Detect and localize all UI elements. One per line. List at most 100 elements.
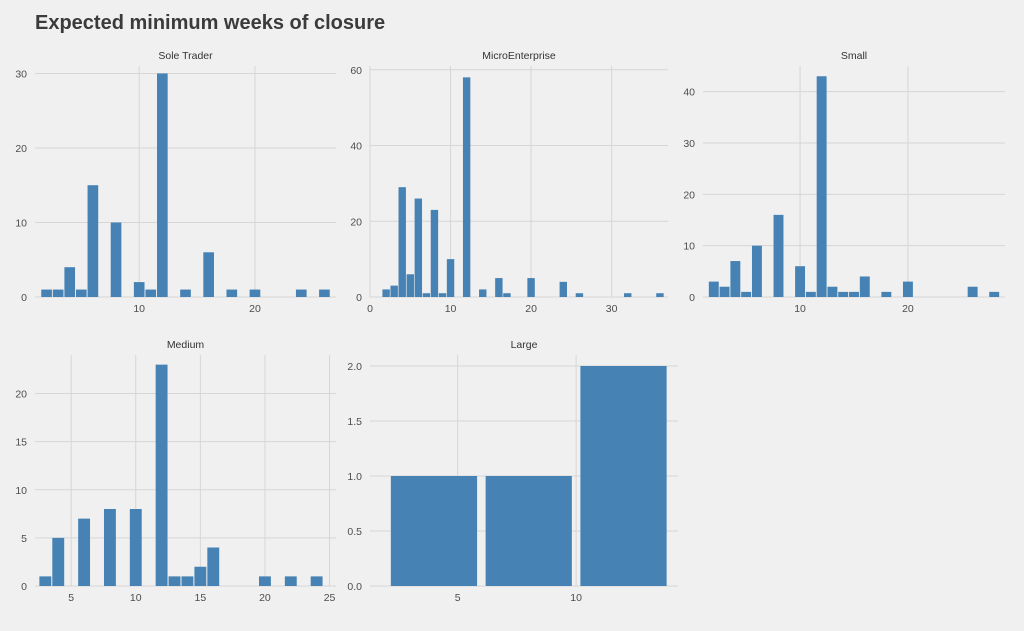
- bar: [75, 289, 87, 297]
- bar: [575, 293, 584, 297]
- bar: [989, 291, 1000, 297]
- x-tick-label: 20: [525, 303, 537, 315]
- bar: [155, 364, 168, 586]
- y-tick-label: 20: [15, 389, 27, 401]
- y-tick-label: 0.5: [347, 526, 362, 538]
- bar: [751, 245, 762, 297]
- y-tick-label: 40: [350, 141, 362, 153]
- y-tick-label: 10: [683, 241, 695, 253]
- y-tick-label: 2.0: [347, 361, 362, 373]
- y-tick-label: 10: [15, 217, 27, 229]
- bar: [838, 291, 849, 297]
- bar: [495, 278, 503, 297]
- y-tick-label: 10: [15, 485, 27, 497]
- x-tick-label: 20: [249, 303, 261, 315]
- bar: [207, 547, 220, 586]
- bar: [430, 209, 439, 297]
- bar: [795, 266, 806, 297]
- bar: [859, 276, 870, 297]
- bar: [414, 198, 423, 297]
- y-tick-label: 40: [683, 87, 695, 99]
- bar: [816, 76, 827, 298]
- bar: [129, 509, 142, 586]
- y-tick-label: 1.0: [347, 471, 362, 483]
- bar: [849, 291, 859, 297]
- facet-sole-trader: 0 10 20 30 10 20 Sole Trader: [15, 50, 336, 315]
- bar: [110, 222, 122, 297]
- bar: [656, 293, 664, 297]
- y-tick-label: 1.5: [347, 416, 362, 428]
- y-tick-label: 30: [683, 138, 695, 150]
- bar: [503, 293, 511, 297]
- bar: [773, 214, 784, 297]
- bar: [719, 286, 730, 297]
- bar: [78, 518, 91, 586]
- bar: [295, 289, 307, 297]
- bar: [168, 576, 181, 586]
- x-tick-label: 0: [367, 303, 373, 315]
- bar: [133, 282, 145, 297]
- bar: [249, 289, 261, 297]
- x-tick-label: 30: [606, 303, 618, 315]
- bar: [390, 285, 398, 297]
- bar: [881, 291, 892, 297]
- y-tick-label: 0: [689, 292, 695, 304]
- x-tick-label: 20: [259, 592, 271, 604]
- y-tick-label: 0.0: [347, 581, 362, 593]
- bar: [157, 73, 168, 297]
- bar: [382, 289, 390, 297]
- y-tick-label: 15: [15, 437, 27, 449]
- facet-microenterprise: 0 20 40 60 0 10 20 30 MicroEnterprise: [350, 50, 668, 315]
- x-tick-label: 10: [570, 592, 582, 604]
- bar: [181, 576, 194, 586]
- bar: [527, 278, 535, 297]
- facet-label: Medium: [167, 339, 205, 351]
- facet-label: MicroEnterprise: [482, 50, 556, 62]
- y-tick-label: 0: [21, 292, 27, 304]
- bar: [39, 576, 52, 586]
- bar: [580, 366, 667, 586]
- bar: [259, 576, 271, 586]
- bar: [145, 289, 157, 297]
- x-tick-label: 10: [133, 303, 145, 315]
- bar: [226, 289, 238, 297]
- facet-label: Small: [841, 50, 867, 62]
- x-tick-label: 20: [902, 303, 914, 315]
- x-tick-label: 15: [195, 592, 207, 604]
- chart-title: Expected minimum weeks of closure: [35, 12, 386, 34]
- bar: [406, 274, 414, 297]
- x-tick-label: 10: [794, 303, 806, 315]
- facet-medium: 0 5 10 15 20 5 10 15 20 25 Medium: [15, 339, 336, 604]
- bar: [422, 293, 431, 297]
- y-tick-label: 5: [21, 533, 27, 545]
- bar: [446, 259, 455, 297]
- bar: [462, 77, 471, 297]
- bar: [390, 476, 478, 586]
- bar: [103, 509, 116, 586]
- facet-large: 0.0 0.5 1.0 1.5 2.0 5 10 Large: [347, 339, 678, 604]
- y-tick-label: 20: [683, 189, 695, 201]
- bar: [398, 187, 406, 297]
- bar: [203, 252, 214, 297]
- bar: [805, 291, 816, 297]
- y-tick-label: 20: [15, 143, 27, 155]
- x-tick-label: 5: [455, 592, 461, 604]
- y-tick-label: 0: [356, 292, 362, 304]
- x-tick-label: 10: [130, 592, 142, 604]
- bar: [730, 261, 741, 297]
- y-tick-label: 20: [350, 216, 362, 228]
- bar: [485, 476, 572, 586]
- y-tick-label: 0: [21, 581, 27, 593]
- x-tick-label: 5: [68, 592, 74, 604]
- bar: [180, 289, 191, 297]
- bar: [284, 576, 297, 586]
- bar: [967, 286, 978, 297]
- facet-label: Sole Trader: [158, 50, 213, 62]
- bar: [559, 281, 568, 297]
- y-tick-label: 60: [350, 65, 362, 77]
- y-tick-label: 30: [15, 68, 27, 80]
- bar: [52, 289, 64, 297]
- bar: [41, 289, 52, 297]
- bar: [64, 267, 76, 297]
